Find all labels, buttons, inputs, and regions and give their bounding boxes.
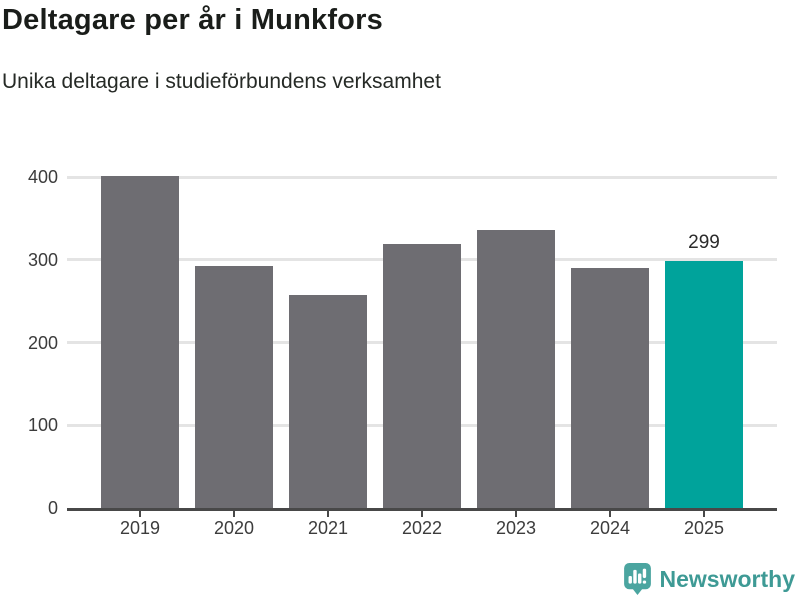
bar-value-label-2025: 299 [688,231,720,253]
x-tick-label-2025: 2025 [683,518,725,538]
y-axis: 0 100 200 300 400 [0,150,58,518]
x-tick-label-2024: 2024 [589,518,631,538]
x-tick-label-2020: 2020 [213,518,255,538]
plot-area: 299 [67,150,777,511]
chart-subtitle: Unika deltagare i studieförbundens verks… [2,70,441,93]
y-tick-label-100: 100 [27,415,58,436]
x-tick-label-2023: 2023 [495,518,537,538]
x-tick-mark-2024 [609,511,611,517]
y-tick-label-300: 300 [27,249,58,270]
x-tick-mark-2021 [327,511,329,517]
x-tick-label-2022: 2022 [401,518,443,538]
newsworthy-brand-label: Newsworthy [659,565,795,592]
y-tick-label-200: 200 [27,332,58,353]
bar-2019 [101,176,179,508]
bar-2021 [289,295,367,508]
chart-title: Deltagare per år i Munkfors [2,4,383,36]
x-tick-label-2021: 2021 [307,518,349,538]
x-tick-label-2019: 2019 [119,518,161,538]
bar-2023 [477,229,555,508]
x-tick-mark-2020 [233,511,235,517]
bar-2020 [195,265,273,508]
y-tick-label-0: 0 [47,498,58,518]
x-tick-mark-2025 [703,511,705,517]
bar-2022 [383,244,461,508]
y-tick-label-400: 400 [27,167,58,187]
x-tick-mark-2023 [515,511,517,517]
x-tick-mark-2022 [421,511,423,517]
bar-2025 [665,260,743,508]
newsworthy-logo-icon [623,562,652,596]
x-axis: 2019 2020 2021 2022 2023 2024 2025 [67,511,777,556]
gridline-400 [67,175,777,179]
x-tick-mark-2019 [139,511,141,517]
newsworthy-brand-link[interactable]: Newsworthy [623,562,795,596]
bar-2024 [571,268,649,508]
